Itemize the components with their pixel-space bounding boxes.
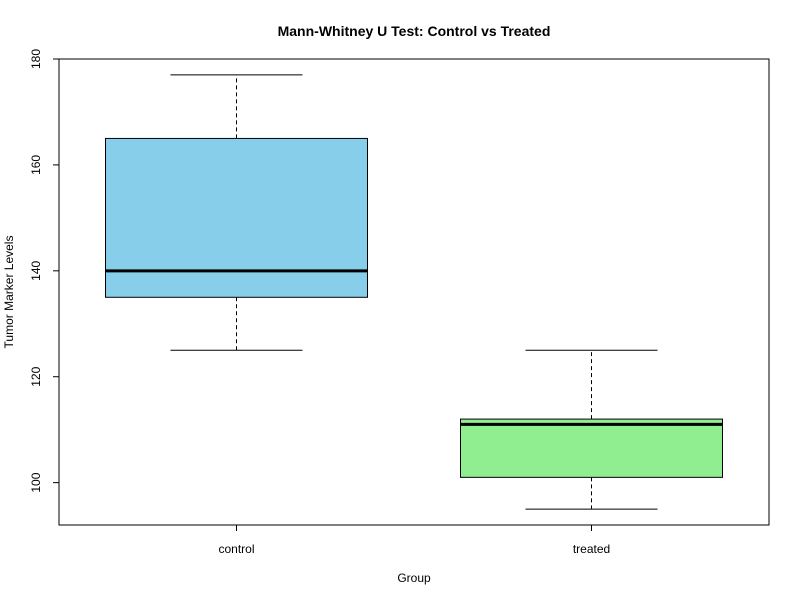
iqr-box [460,418,723,478]
box-treated [460,349,723,510]
x-axis-label: Group [397,571,431,585]
y-tick-label: 100 [29,472,43,492]
x-axis: control treated [218,525,610,556]
y-axis-label: Tumor Marker Levels [2,236,16,349]
y-tick-label: 120 [29,366,43,386]
x-tick-label-control: control [218,542,254,556]
box-control [105,74,368,351]
plot-frame [58,58,770,526]
plot-area [58,58,770,526]
y-tick-label: 180 [29,49,43,69]
chart-title: Mann-Whitney U Test: Control vs Treated [278,23,551,39]
y-axis: 100 120 140 160 180 [29,49,59,493]
iqr-box [105,137,368,298]
y-tick-label: 140 [29,260,43,280]
y-tick-label: 160 [29,155,43,175]
x-tick-label-treated: treated [573,542,610,556]
